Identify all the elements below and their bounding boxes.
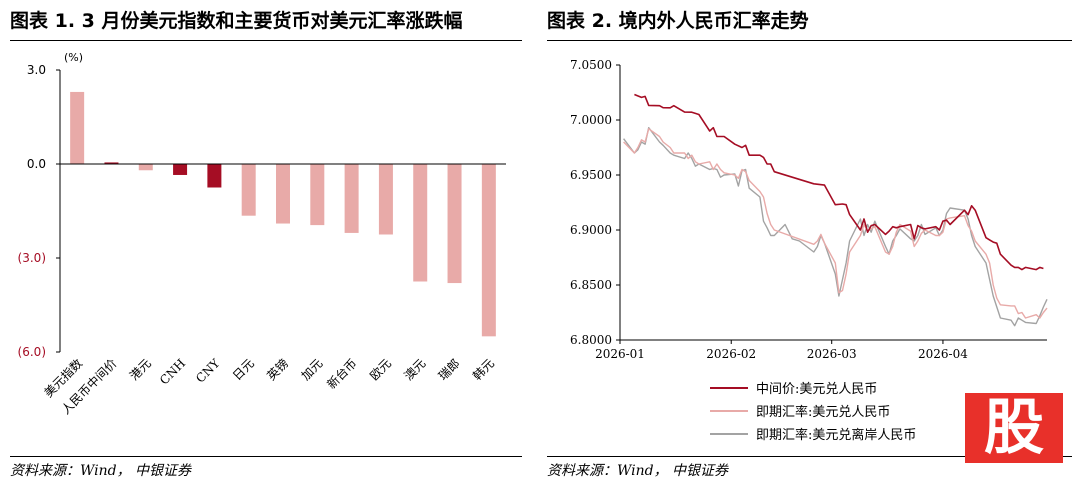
x-category-label: 英镑 xyxy=(264,356,292,384)
bar-8 xyxy=(344,164,359,233)
x-category-label: 日元 xyxy=(230,356,257,383)
series-line-2 xyxy=(623,126,1048,327)
right-chart-panel: 图表 2. 境内外人民币汇率走势 6.8000 6.8500 6.9000 6.950… xyxy=(545,0,1080,485)
bar-6 xyxy=(276,164,290,224)
bar-12 xyxy=(481,164,496,337)
bar-1 xyxy=(104,162,119,164)
left-title-rule xyxy=(10,40,522,41)
line-chart: 6.8000 6.8500 6.9000 6.9500 7.0000 7.0500 2026… xyxy=(570,58,1048,443)
bar-4 xyxy=(207,164,222,188)
x-category-label: 瑞郎 xyxy=(436,356,463,383)
bar-11 xyxy=(447,164,462,284)
y-tick-label: 6.8500 xyxy=(570,278,612,292)
x-category-label: CNH xyxy=(157,356,188,387)
y-tick-label: 6.8000 xyxy=(570,333,612,347)
legend-label-0: 中间价:美元兑人民币 xyxy=(756,382,877,397)
series-line-0 xyxy=(634,93,1044,271)
bar-5 xyxy=(241,164,256,216)
bar-0 xyxy=(70,91,85,164)
y-tick-label: (3.0) xyxy=(18,251,46,265)
right-chart-source: 资料来源：Wind， 中银证券 xyxy=(547,463,729,479)
left-chart-source: 资料来源：Wind， 中银证券 xyxy=(10,463,192,479)
left-chart-panel: 图表 1. 3 月份美元指数和主要货币对美元汇率涨跌幅 (%) 3.0 0.0 (3.… xyxy=(0,0,530,485)
x-category-label: 新台币 xyxy=(324,356,360,392)
x-category-label: 加元 xyxy=(299,356,326,383)
y-tick-label: 3.0 xyxy=(27,63,46,77)
y-tick-label: 7.0000 xyxy=(570,113,612,127)
bar-2 xyxy=(138,164,153,171)
y-tick-label: 0.0 xyxy=(27,157,46,171)
bar-9 xyxy=(378,164,393,235)
bar-3 xyxy=(173,164,188,175)
series-line-1 xyxy=(623,128,1048,319)
y-axis-unit: (%) xyxy=(64,51,83,64)
bar-10 xyxy=(413,164,428,282)
right-chart-title: 图表 2. 境内外人民币汇率走势 xyxy=(547,10,809,32)
x-tick-label: 2026-04 xyxy=(918,347,968,361)
right-title-rule xyxy=(547,40,1072,41)
x-category-label: 澳元 xyxy=(401,356,428,383)
x-category-label: 韩元 xyxy=(469,356,497,384)
stock-watermark-logo: 股 xyxy=(965,393,1063,463)
x-tick-label: 2026-02 xyxy=(706,347,756,361)
right-source-rule xyxy=(547,456,1072,457)
x-category-label: 港元 xyxy=(127,356,154,383)
bar-chart: (%)3.00.0(3.0)(6.0)美元指数人民币中间价 港元 CNH CNY 日元英… xyxy=(18,51,506,417)
left-chart-title: 图表 1. 3 月份美元指数和主要货币对美元汇率涨跌幅 xyxy=(10,10,463,32)
x-tick-label: 2026-01 xyxy=(595,347,645,361)
y-tick-label: (6.0) xyxy=(18,345,46,359)
legend-label-2: 即期汇率:美元兑离岸人民币 xyxy=(756,427,916,443)
x-category-label: CNY xyxy=(193,355,223,385)
y-tick-label: 6.9000 xyxy=(570,223,612,237)
y-tick-label: 6.9500 xyxy=(570,168,612,182)
legend-label-1: 即期汇率:美元兑人民币 xyxy=(756,404,890,420)
x-category-label: 欧元 xyxy=(367,356,394,383)
y-tick-label: 7.0500 xyxy=(570,58,612,72)
bar-7 xyxy=(310,164,325,226)
left-source-rule xyxy=(10,456,522,457)
x-tick-label: 2026-03 xyxy=(807,347,857,361)
